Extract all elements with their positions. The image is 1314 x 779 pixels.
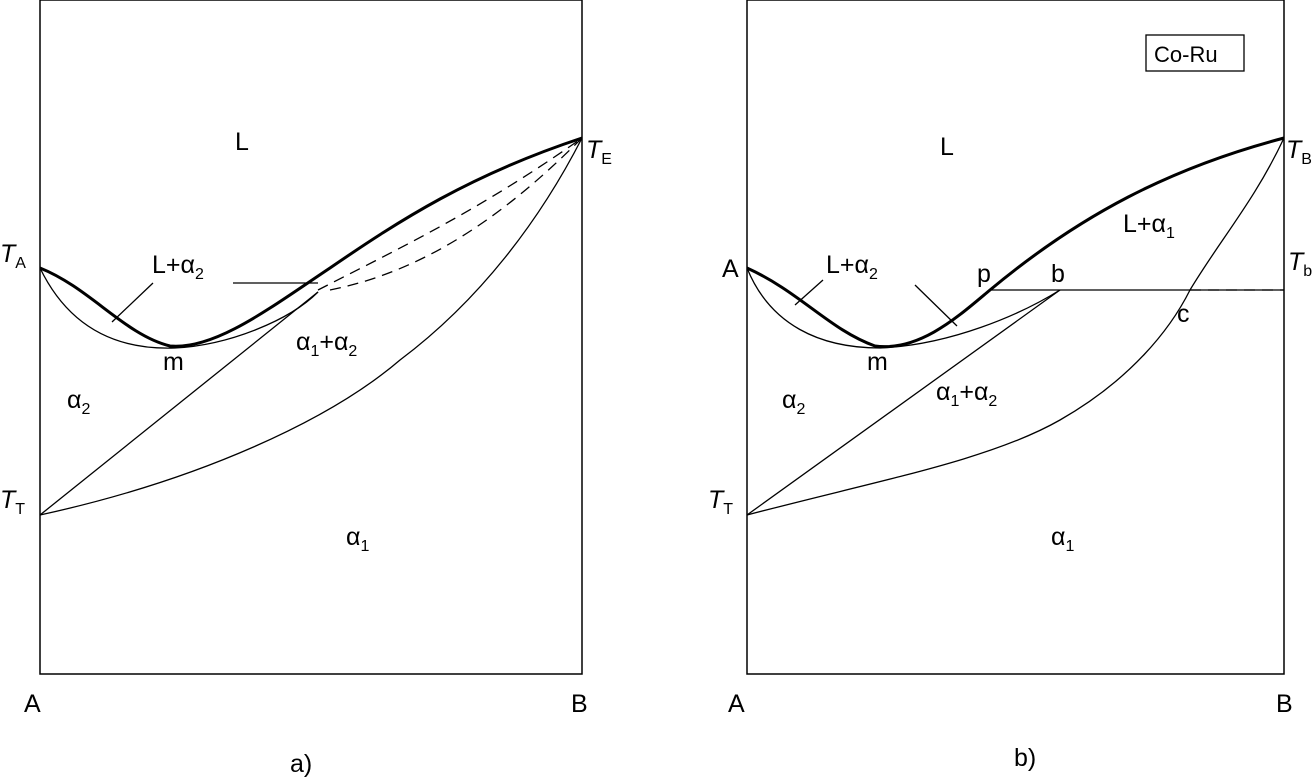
diagram-a-region-alpha1: α1	[346, 523, 369, 555]
diagram-a-region-alpha1-alpha2: α1+α2	[296, 328, 357, 360]
diagram-a-alpha2-boundary-line	[39, 291, 319, 516]
diagram-a-frame	[39, 0, 583, 675]
diagram-b-solidus-curve	[746, 267, 1061, 349]
diagram-a-region-L-alpha2: L+α2	[152, 251, 204, 283]
diagram-a-liquidus-curve	[39, 136, 583, 348]
diagram-b-temp-B-label: TB	[1286, 136, 1312, 168]
diagram-b-caption: b)	[1014, 744, 1036, 772]
diagram-b-region-L-alpha2: L+α2	[826, 251, 878, 283]
diagram-b-point-m: m	[867, 348, 888, 376]
diagram-b-leader-line-right	[914, 284, 958, 327]
diagram-b-system-label-box	[1145, 34, 1245, 72]
diagram-b-alpha2-boundary-line	[746, 289, 1061, 516]
diagram-a-temp-A-label: TA	[0, 240, 26, 272]
diagram-b-region-alpha1-alpha2: α1+α2	[936, 378, 997, 410]
diagram-a-x-left-label: A	[24, 690, 41, 718]
diagram-b-region-L: L	[940, 133, 954, 161]
diagram-b-leader-line-left	[794, 279, 824, 306]
diagram-b-frame	[746, 0, 1285, 675]
diagram-b-alpha1-boundary-curve	[746, 137, 1285, 516]
diagram-a-x-right-label: B	[571, 690, 588, 718]
diagram-a-leader-line-left	[111, 282, 154, 323]
diagram-a-solidus-curve	[39, 267, 319, 349]
diagram-b-liquidus-curve	[746, 136, 1285, 349]
diagram-a-region-L: L	[235, 128, 249, 156]
diagram-b-region-alpha2: α2	[782, 386, 805, 418]
diagram-a-caption: a)	[290, 750, 312, 778]
diagram-b-x-left-label: A	[728, 690, 745, 718]
diagram-a-region-alpha2: α2	[67, 386, 90, 418]
diagram-b-temp-b-label: Tb	[1288, 248, 1312, 280]
diagram-b-point-p: p	[977, 260, 991, 288]
diagram-b-temp-T-label: TT	[708, 486, 733, 518]
diagram-a: L L+α2 α1+α2 m α2 α1 TA TE TT A B a)	[0, 0, 612, 778]
diagram-a-point-m: m	[163, 348, 184, 376]
diagram-a-dashed-curve-lower	[329, 137, 583, 291]
diagram-b: Co-Ru L L+α1 L+α2 p b c m α1+α2 α2 α1 A …	[708, 0, 1312, 772]
diagram-b-point-c: c	[1177, 300, 1190, 328]
diagram-a-dashed-curve-upper	[317, 137, 583, 291]
diagram-a-temp-T-label: TT	[0, 486, 25, 518]
diagram-b-region-alpha1: α1	[1051, 523, 1074, 555]
diagram-b-x-right-label: B	[1276, 690, 1293, 718]
diagram-b-temp-A-label: A	[722, 255, 739, 283]
diagram-b-system-label: Co-Ru	[1154, 42, 1218, 67]
diagram-b-point-b: b	[1051, 260, 1065, 288]
diagram-a-alpha1-boundary-curve	[39, 137, 583, 516]
diagram-a-temp-E-label: TE	[586, 136, 612, 168]
diagram-b-region-L-alpha1: L+α1	[1123, 210, 1175, 242]
